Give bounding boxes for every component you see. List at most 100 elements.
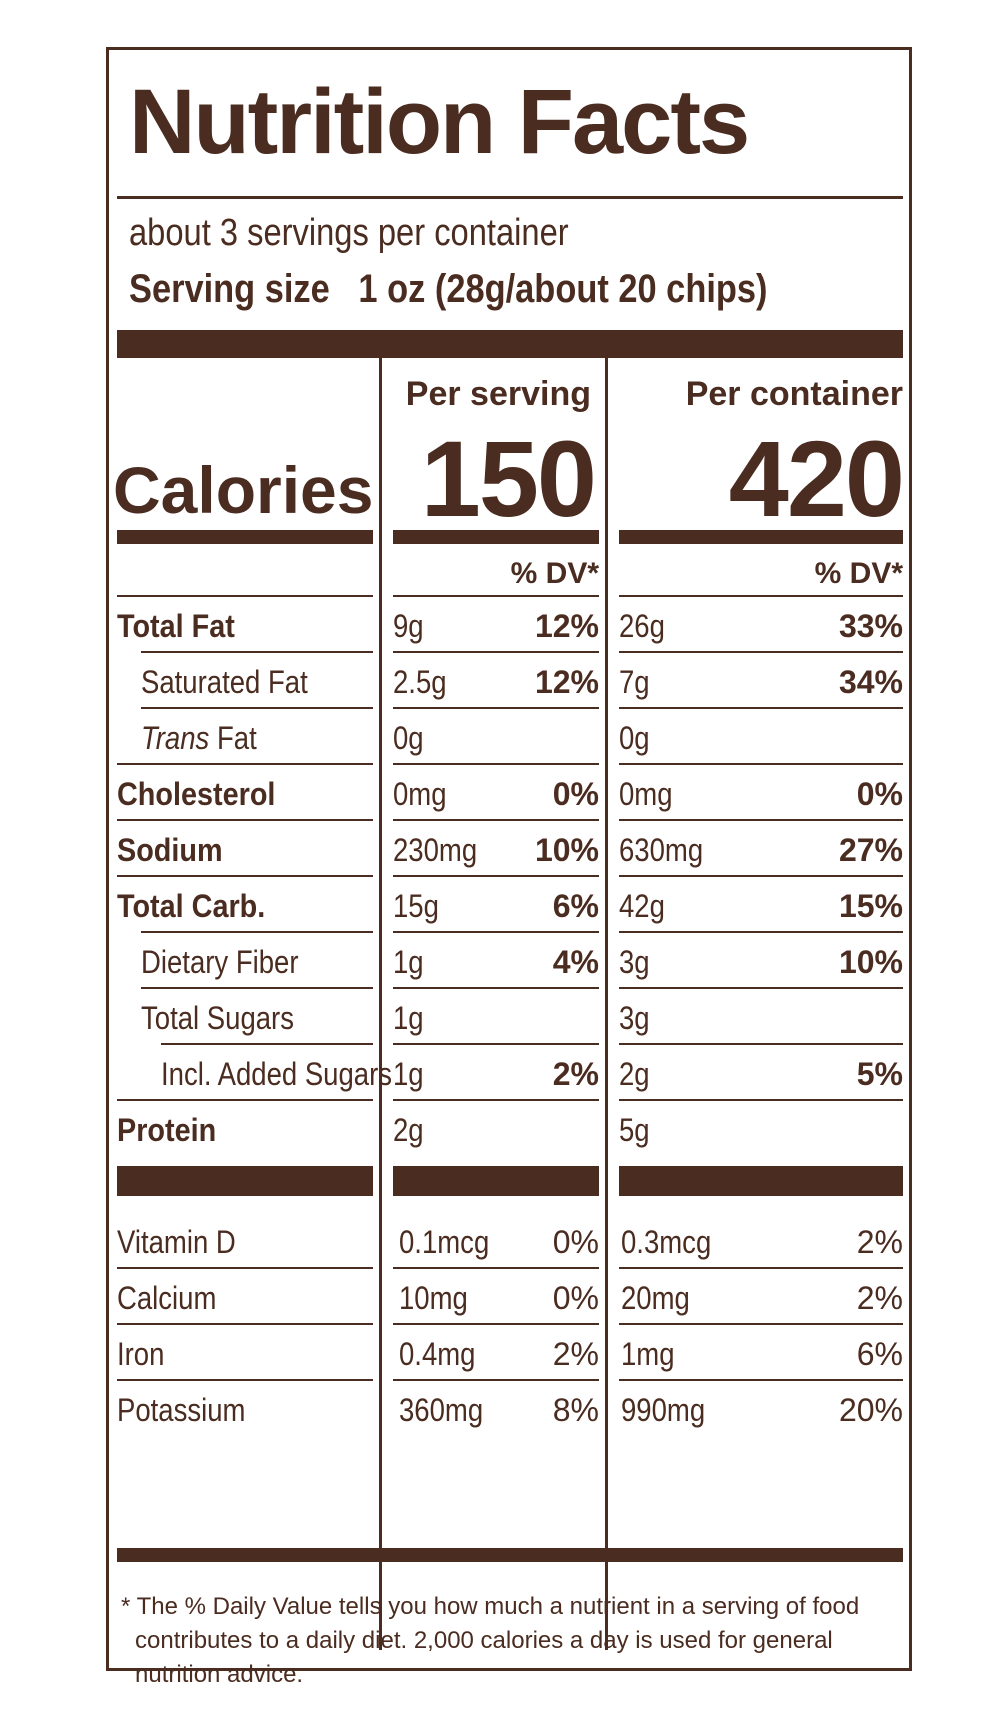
- nutrient-label: Total Sugars: [141, 1000, 294, 1036]
- vitamin-label: Vitamin D: [117, 1224, 236, 1260]
- per-serving-amount: 2.5g: [393, 664, 447, 700]
- row-divider: [393, 651, 599, 653]
- per-container-amount: 990mg: [621, 1392, 706, 1428]
- per-container-dv: 6%: [856, 1336, 903, 1372]
- row-divider: [393, 987, 599, 989]
- calories-per-container: 420: [728, 418, 905, 539]
- servings-per-container: about 3 servings per container: [129, 212, 569, 254]
- serving-size-label: Serving size: [129, 267, 330, 311]
- row-divider: [117, 595, 373, 597]
- per-container-amount: 1mg: [621, 1336, 675, 1372]
- per-container-dv: 2%: [856, 1280, 903, 1316]
- per-serving-dv: 6%: [552, 888, 599, 924]
- nutrient-label: Cholesterol: [117, 776, 276, 812]
- thick-divider: [393, 1166, 599, 1196]
- row-divider: [619, 1323, 903, 1325]
- per-serving-amount: 0.4mg: [399, 1336, 476, 1372]
- row-divider: [141, 987, 373, 989]
- row-divider: [393, 819, 599, 821]
- row-divider: [619, 1043, 903, 1045]
- per-serving-dv: 8%: [552, 1392, 599, 1428]
- row-divider: [161, 1043, 373, 1045]
- per-serving-amount: 360mg: [399, 1392, 484, 1428]
- row-divider: [117, 1323, 373, 1325]
- row-divider: [619, 1099, 903, 1101]
- per-container-amount: 20mg: [621, 1280, 690, 1316]
- row-divider: [619, 763, 903, 765]
- per-container-dv: 5%: [856, 1056, 903, 1092]
- row-divider: [393, 1043, 599, 1045]
- per-container-header: Per container: [685, 375, 903, 413]
- nutrient-label: Saturated Fat: [141, 664, 308, 700]
- calories-per-serving: 150: [420, 418, 597, 539]
- nutrition-facts-panel: Nutrition Facts about 3 servings per con…: [106, 47, 912, 1688]
- row-divider: [619, 1267, 903, 1269]
- footnote-line: * The % Daily Value tells you how much a…: [121, 1593, 860, 1620]
- column-divider: [605, 354, 608, 1650]
- per-container-dv: 20%: [838, 1392, 903, 1428]
- divider: [117, 196, 903, 199]
- row-divider: [619, 987, 903, 989]
- bottom-divider: [117, 1548, 903, 1562]
- per-serving-dv: 0%: [552, 1224, 599, 1260]
- nutrition-facts-title: Nutrition Facts: [129, 71, 750, 173]
- per-container-amount: 3g: [619, 944, 650, 980]
- nutrient-label: Dietary Fiber: [141, 944, 299, 980]
- calories-divider: [393, 530, 599, 544]
- per-serving-amount: 0.1mcg: [399, 1224, 490, 1260]
- per-container-amount: 7g: [619, 664, 650, 700]
- per-serving-dv: 2%: [552, 1336, 599, 1372]
- per-container-dv: 27%: [838, 832, 903, 868]
- row-divider: [117, 875, 373, 877]
- per-container-dv: 15%: [838, 888, 903, 924]
- row-divider: [393, 763, 599, 765]
- per-serving-amount: 0g: [393, 720, 424, 756]
- nutrient-label: Incl. Added Sugars: [161, 1056, 393, 1092]
- per-serving-dv: 2%: [552, 1056, 599, 1092]
- footnote-line: contributes to a daily diet. 2,000 calor…: [135, 1627, 833, 1654]
- per-serving-amount: 2g: [393, 1112, 424, 1148]
- calories-divider: [117, 530, 373, 544]
- calories-divider: [619, 530, 903, 544]
- per-serving-dv: 4%: [552, 944, 599, 980]
- row-divider: [393, 1267, 599, 1269]
- per-serving-amount: 9g: [393, 608, 424, 644]
- per-container-dv: 2%: [856, 1224, 903, 1260]
- vitamin-label: Iron: [117, 1336, 165, 1372]
- row-divider: [141, 931, 373, 933]
- row-divider: [117, 1099, 373, 1101]
- per-container-dv: 34%: [838, 664, 903, 700]
- footnote-line: nutrition advice.: [135, 1661, 304, 1688]
- calories-label: Calories: [113, 453, 374, 527]
- row-divider: [619, 819, 903, 821]
- per-serving-dv: 0%: [552, 776, 599, 812]
- row-divider: [393, 931, 599, 933]
- row-divider: [393, 875, 599, 877]
- footnote: * The % Daily Value tells you how much a…: [121, 1590, 881, 1692]
- row-divider: [619, 875, 903, 877]
- per-serving-dv: 10%: [534, 832, 599, 868]
- row-divider: [393, 1323, 599, 1325]
- per-container-dv: 0%: [856, 776, 903, 812]
- per-serving-amount: 1g: [393, 1000, 424, 1036]
- nutrient-label: Sodium: [117, 832, 223, 868]
- per-container-amount: 630mg: [619, 832, 704, 868]
- vitamin-label: Potassium: [117, 1392, 246, 1428]
- row-divider: [117, 1379, 373, 1381]
- row-divider: [619, 595, 903, 597]
- serving-size-value: 1 oz (28g/about 20 chips): [358, 267, 768, 311]
- per-serving-amount: 10mg: [399, 1280, 468, 1316]
- per-container-amount: 2g: [619, 1056, 650, 1092]
- per-serving-dv: 0%: [552, 1280, 599, 1316]
- nutrient-label: Protein: [117, 1112, 217, 1148]
- row-divider: [117, 819, 373, 821]
- per-container-amount: 0mg: [619, 776, 673, 812]
- per-container-amount: 5g: [619, 1112, 650, 1148]
- thick-divider: [117, 330, 903, 358]
- row-divider: [393, 595, 599, 597]
- per-container-amount: 3g: [619, 1000, 650, 1036]
- row-divider: [619, 651, 903, 653]
- per-container-amount: 26g: [619, 608, 665, 644]
- thick-divider: [619, 1166, 903, 1196]
- thick-divider: [117, 1166, 373, 1196]
